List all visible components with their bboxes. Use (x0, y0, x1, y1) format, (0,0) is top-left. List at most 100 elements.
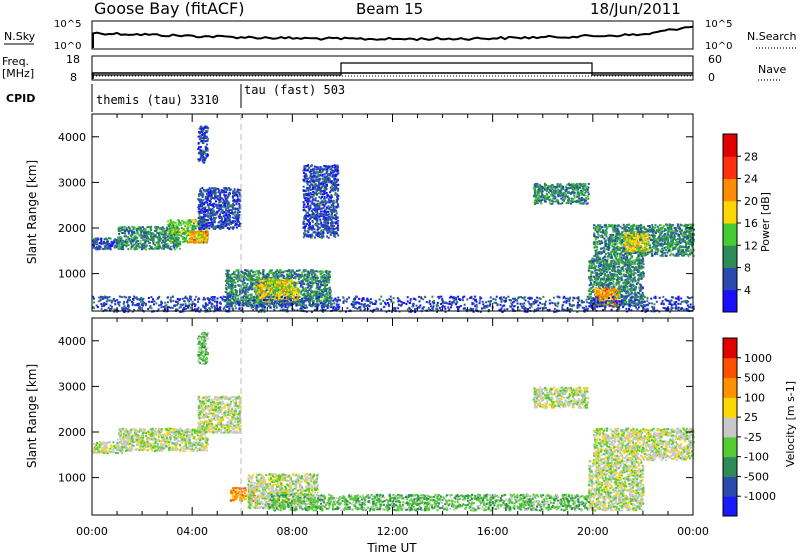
data-cell (538, 188, 540, 191)
data-cell (162, 227, 165, 230)
data-cell (313, 209, 316, 212)
data-cell (106, 247, 109, 250)
data-cell (214, 211, 217, 214)
data-cell (169, 223, 172, 226)
data-cell (202, 151, 205, 154)
data-cell (192, 219, 195, 222)
data-cell (136, 243, 138, 246)
data-cell (627, 258, 630, 261)
data-cell (235, 226, 238, 229)
data-cell (313, 276, 316, 279)
data-cell (231, 273, 234, 276)
data-cell (206, 198, 209, 201)
data-cell (281, 290, 284, 293)
data-cell (104, 246, 107, 249)
data-cell (296, 275, 299, 278)
data-cell (215, 216, 217, 219)
data-cell (309, 216, 312, 219)
data-cell (235, 202, 238, 205)
data-cell (130, 242, 133, 245)
data-cell (304, 225, 306, 228)
data-cell (182, 238, 185, 241)
data-cell (119, 226, 122, 229)
data-cell (325, 191, 328, 194)
data-cell (204, 206, 207, 209)
data-cell (164, 233, 167, 236)
data-cell (210, 190, 213, 193)
data-cell (214, 228, 217, 230)
data-cell (256, 288, 259, 291)
data-cell (218, 221, 221, 224)
data-cell (310, 273, 313, 276)
data-cell (313, 292, 316, 295)
data-cell (313, 170, 315, 173)
data-cell (256, 301, 259, 304)
data-cell (303, 232, 306, 235)
data-cell (316, 207, 319, 210)
data-cell (175, 229, 178, 232)
data-cell (229, 302, 232, 305)
data-cell (175, 231, 178, 234)
data-cell (325, 213, 327, 216)
data-cell (147, 226, 150, 228)
data-cell (245, 277, 248, 280)
data-cell (226, 277, 229, 280)
data-cell (275, 280, 278, 283)
data-cell (327, 305, 330, 308)
data-cell (232, 190, 235, 193)
data-cell (152, 233, 155, 236)
data-cell (206, 149, 209, 152)
data-cell (135, 229, 138, 232)
data-cell (337, 227, 340, 230)
data-cell (238, 202, 241, 205)
data-cell (334, 216, 337, 219)
data-cell (233, 200, 236, 203)
data-cell (244, 288, 247, 291)
data-cell (288, 299, 291, 302)
data-cell (568, 184, 571, 187)
data-cell (629, 260, 632, 263)
data-cell (173, 230, 176, 233)
data-cell (310, 295, 312, 298)
data-cell (146, 226, 149, 229)
data-cell (250, 293, 253, 296)
data-cell (258, 296, 261, 299)
data-cell (118, 227, 121, 230)
data-cell (618, 257, 621, 260)
data-cell (314, 205, 317, 208)
data-cell (316, 212, 319, 215)
data-cell (214, 192, 217, 195)
data-cell (257, 303, 260, 306)
data-cell (248, 276, 251, 279)
data-cell (144, 229, 147, 232)
data-cell (205, 229, 208, 232)
data-cell (312, 208, 315, 211)
data-cell (316, 222, 318, 225)
data-cell (166, 246, 169, 249)
data-cell (191, 233, 194, 235)
data-cell (202, 193, 205, 196)
data-cell (326, 220, 329, 223)
data-cell (308, 274, 311, 277)
data-cell (204, 197, 207, 200)
data-cell (275, 291, 278, 294)
data-cell (327, 279, 330, 281)
data-cell (179, 240, 182, 243)
data-cell (269, 302, 272, 305)
data-cell (323, 203, 326, 206)
data-cell (293, 272, 296, 275)
data-cell (320, 225, 323, 228)
data-cell (198, 232, 201, 235)
data-cell (227, 269, 230, 272)
data-cell (168, 222, 171, 225)
data-cell (320, 270, 323, 273)
data-cell (223, 206, 226, 209)
data-cell (586, 188, 589, 191)
data-cell (308, 304, 311, 307)
data-cell (334, 169, 337, 171)
data-cell (204, 235, 207, 238)
data-cell (258, 277, 261, 280)
data-cell (624, 286, 627, 289)
data-cell (292, 277, 295, 279)
